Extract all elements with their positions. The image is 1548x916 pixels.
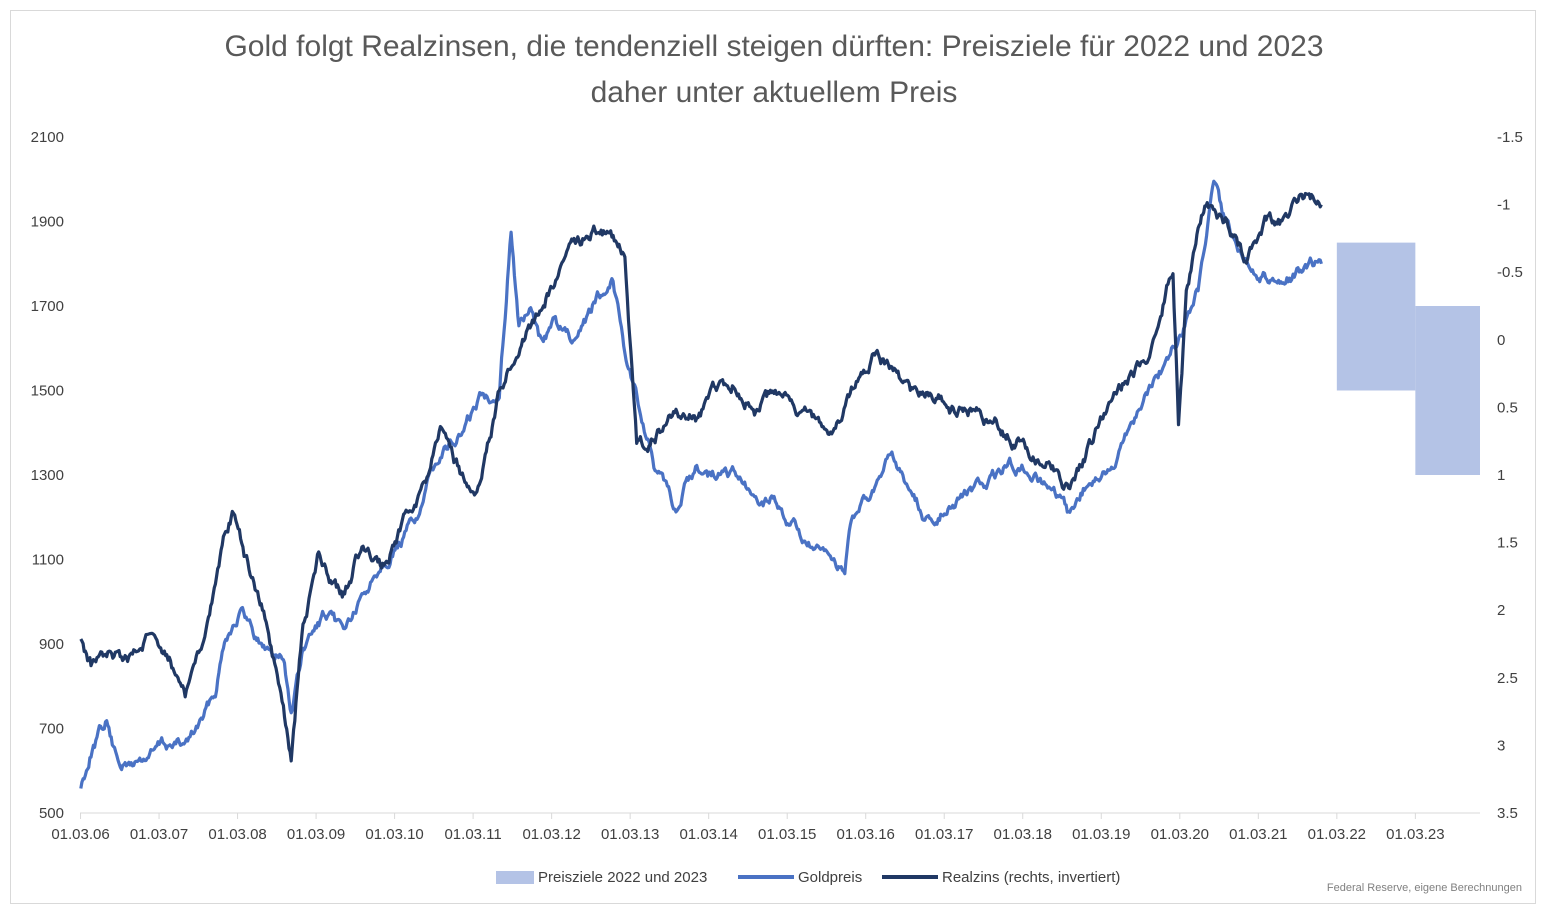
y-left-tick-6: 900 <box>39 636 64 653</box>
y-left-tick-3: 1500 <box>31 383 64 400</box>
legend-swatch-goldpreis <box>738 875 794 879</box>
x-axis-ticks: 01.03.06 01.03.07 01.03.08 01.03.09 01.03.10… <box>51 813 1445 843</box>
x-tick-label-15: 01.03.21 <box>1229 826 1287 843</box>
y-right-tick-3: 0 <box>1497 332 1505 349</box>
y-right-tick-8: 2.5 <box>1497 670 1518 687</box>
legend-item-preisziele: Preisziele 2022 und 2023 <box>496 866 707 888</box>
legend-item-realzins: Realzins (rechts, invertiert) <box>882 866 1120 888</box>
x-tick-label-13: 01.03.19 <box>1072 826 1130 843</box>
y-right-tick-7: 2 <box>1497 602 1505 619</box>
realzins-line <box>79 191 1323 763</box>
y-left-tick-5: 1100 <box>32 552 64 569</box>
legend-label-goldpreis: Goldpreis <box>798 868 863 886</box>
chart-frame <box>10 10 1536 904</box>
y-left-tick-0: 2100 <box>31 129 64 146</box>
y-left-tick-7: 700 <box>39 721 64 738</box>
x-tick-label-16: 01.03.22 <box>1308 826 1366 843</box>
x-tick-label-3: 01.03.09 <box>287 826 345 843</box>
y-right-tick-5: 1 <box>1497 467 1505 484</box>
legend-label-preisziele: Preisziele 2022 und 2023 <box>538 868 708 886</box>
y-left-tick-2: 1700 <box>31 298 64 315</box>
x-tick-label-12: 01.03.18 <box>994 826 1052 843</box>
x-tick-label-5: 01.03.11 <box>444 826 501 843</box>
x-tick-label-0: 01.03.06 <box>51 826 109 843</box>
y-right-tick-0: -1.5 <box>1497 129 1523 146</box>
price-target-ranges <box>1336 242 1480 475</box>
x-tick-label-11: 01.03.17 <box>915 826 973 843</box>
x-tick-label-17: 01.03.23 <box>1386 826 1444 843</box>
y-right-tick-2: -0.5 <box>1497 264 1523 281</box>
left-y-axis-ticks: 2100 1900 1700 1500 1300 1100 900 700 500 <box>31 129 64 822</box>
y-right-tick-9: 3 <box>1497 737 1505 754</box>
y-left-tick-4: 1300 <box>31 467 64 484</box>
right-y-axis-ticks: -1.5 -1 -0.5 0 0.5 1 1.5 2 2.5 3 3.5 <box>1497 129 1523 822</box>
y-right-tick-1: -1 <box>1497 197 1510 214</box>
x-tick-label-14: 01.03.20 <box>1151 826 1209 843</box>
range-bar-0 <box>1336 242 1416 391</box>
x-tick-label-10: 01.03.16 <box>837 826 895 843</box>
chart-title: Gold folgt Realzinsen, die tendenziell s… <box>224 30 1324 63</box>
source-note: Federal Reserve, eigene Berechnungen <box>1326 882 1522 894</box>
x-tick-label-1: 01.03.07 <box>130 826 188 843</box>
legend-label-realzins: Realzins (rechts, invertiert) <box>942 868 1121 886</box>
x-tick-label-6: 01.03.12 <box>522 826 580 843</box>
legend-swatch-realzins <box>882 875 938 879</box>
y-right-tick-10: 3.5 <box>1497 805 1518 822</box>
y-right-tick-4: 0.5 <box>1497 399 1518 416</box>
x-tick-label-4: 01.03.10 <box>365 826 423 843</box>
y-left-tick-8: 500 <box>39 805 64 822</box>
x-tick-label-9: 01.03.15 <box>758 826 816 843</box>
x-tick-label-2: 01.03.08 <box>208 826 266 843</box>
goldpreis-series <box>79 179 1323 789</box>
legend-swatch-preisziele <box>496 870 534 884</box>
range-bar-1 <box>1415 306 1480 475</box>
x-tick-label-7: 01.03.13 <box>601 826 659 843</box>
y-left-tick-1: 1900 <box>31 214 64 231</box>
chart-subtitle: daher unter aktuellem Preis <box>590 76 958 109</box>
goldpreis-line <box>79 179 1323 789</box>
y-right-tick-6: 1.5 <box>1497 535 1518 552</box>
realzins-series <box>79 191 1323 763</box>
x-tick-label-8: 01.03.14 <box>679 826 737 843</box>
legend-item-goldpreis: Goldpreis <box>738 866 862 888</box>
